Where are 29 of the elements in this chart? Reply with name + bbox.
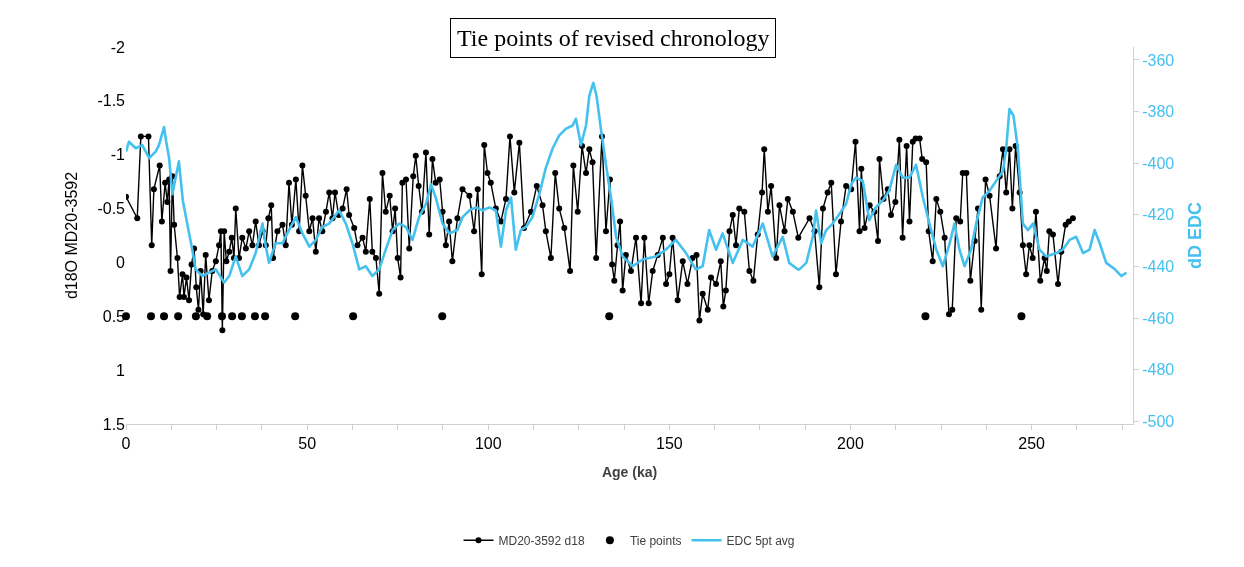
- y2-tick-label: -420: [1142, 206, 1175, 224]
- y2-tick-label: -380: [1142, 103, 1175, 121]
- y-axis-title: d18O MD20-3592: [63, 171, 81, 300]
- y-tick-label: -1: [110, 146, 126, 164]
- y-tick-label: -2: [110, 38, 126, 56]
- y2-axis-title: dD EDC: [1185, 202, 1206, 269]
- chart-title: Tie points of revised chronology: [457, 25, 770, 51]
- y-tick-label: -0.5: [97, 200, 126, 218]
- y2-tick-label: -440: [1142, 258, 1175, 276]
- y2-tick-label: -500: [1142, 413, 1175, 431]
- y-tick-label: -1.5: [97, 92, 126, 110]
- y-tick-label: 1: [116, 361, 126, 379]
- y2-tick-label: -460: [1142, 309, 1175, 327]
- x-tick-label: 50: [298, 435, 317, 453]
- x-tick-label: 150: [656, 435, 683, 453]
- line-series: [126, 81, 1128, 284]
- y-tick-label: 0.5: [102, 307, 126, 325]
- y-tick-label: 0: [116, 254, 126, 272]
- legend-label: Tie points: [629, 533, 682, 548]
- y2-tick-label: -360: [1142, 51, 1175, 69]
- legend-label: EDC 5pt avg: [726, 533, 795, 548]
- x-axis-title: Age (ka): [601, 463, 658, 480]
- y2-tick-label: -480: [1142, 361, 1175, 379]
- y2-tick-label: -400: [1142, 154, 1175, 172]
- x-tick-label: 250: [1018, 435, 1046, 453]
- legend-label: MD20-3592 d18: [498, 533, 585, 548]
- y-tick-label: 1.5: [102, 415, 126, 433]
- x-tick-label: 100: [474, 435, 502, 453]
- x-tick-label: 200: [837, 435, 864, 453]
